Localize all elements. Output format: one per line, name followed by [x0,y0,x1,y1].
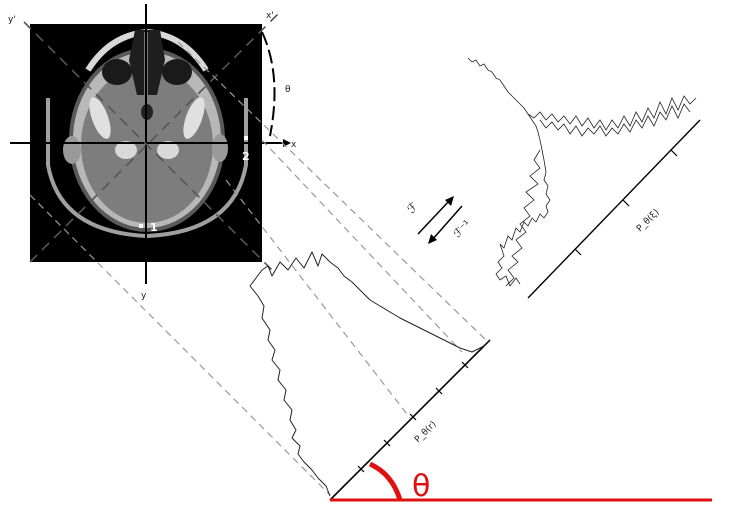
forward-arrow-head [445,196,454,206]
small-angle-arc [261,31,276,137]
y-axis-label: y [141,291,147,301]
projection-label: P_θ(r) [413,420,439,446]
spectrum-curve [467,57,697,287]
marker-1-label: 1 [150,221,158,234]
marker-2-label: 2 [242,150,250,163]
large-angle-arc [368,461,403,501]
x-prime-axis-label: x' [266,11,274,21]
forward-transform-label: ℱ [404,199,421,216]
spectrum-axis [527,119,701,299]
large-angle-indicator [330,461,712,502]
projection-axis [329,339,491,501]
projection-guides [29,41,489,496]
marker-1-dot [139,224,143,228]
y-prime-dashed-axis [23,21,277,275]
marker-2-dot [244,136,248,140]
large-angle-label: θ [412,469,430,504]
guide-line-4 [261,139,463,353]
fourier-transform-arrows [417,196,463,244]
x-axis-arrow [283,139,291,147]
x-prime-dashed-axis [29,13,279,263]
x-axis-label: x [291,140,297,150]
guide-line-3 [225,179,411,419]
projection-profile-curve [249,251,491,497]
y-prime-axis-label: y' [8,15,16,25]
rotated-axes [23,13,279,275]
small-angle-label: θ [285,85,291,95]
guide-line-1 [29,194,331,496]
inverse-transform-label: ℱ⁻¹ [451,218,474,241]
spectrum-label: P_θ(ξ) [635,208,662,235]
inverse-arrow-head [428,234,437,244]
